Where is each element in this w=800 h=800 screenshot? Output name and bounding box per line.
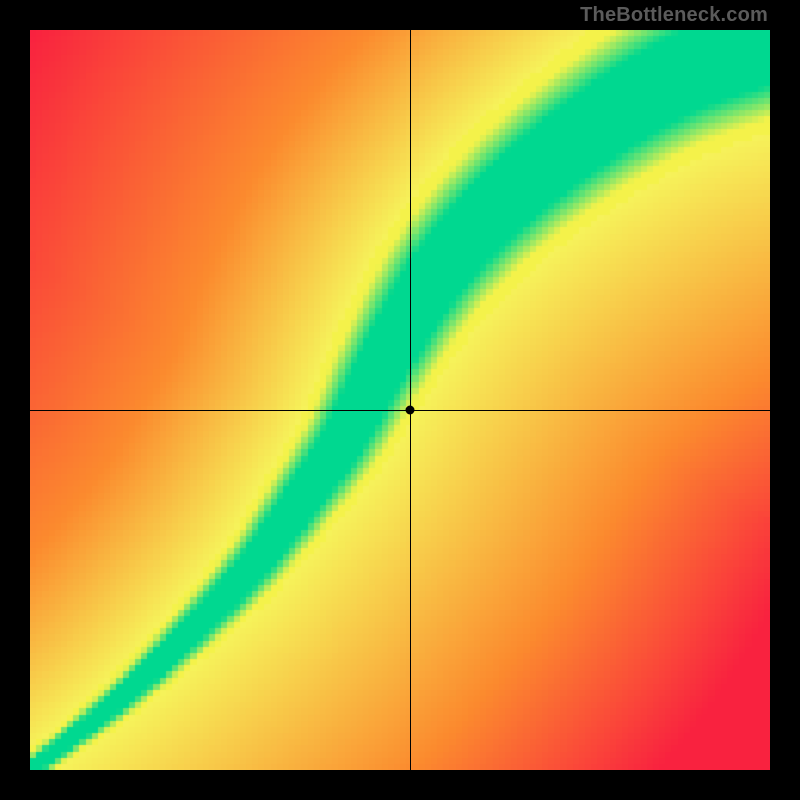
plot-area — [30, 30, 770, 770]
bottleneck-heatmap — [30, 30, 770, 770]
watermark-text: TheBottleneck.com — [580, 4, 768, 27]
crosshair-vertical — [410, 30, 411, 770]
figure-root: TheBottleneck.com — [0, 0, 800, 800]
crosshair-horizontal — [30, 410, 770, 411]
crosshair-marker-dot — [406, 406, 415, 415]
